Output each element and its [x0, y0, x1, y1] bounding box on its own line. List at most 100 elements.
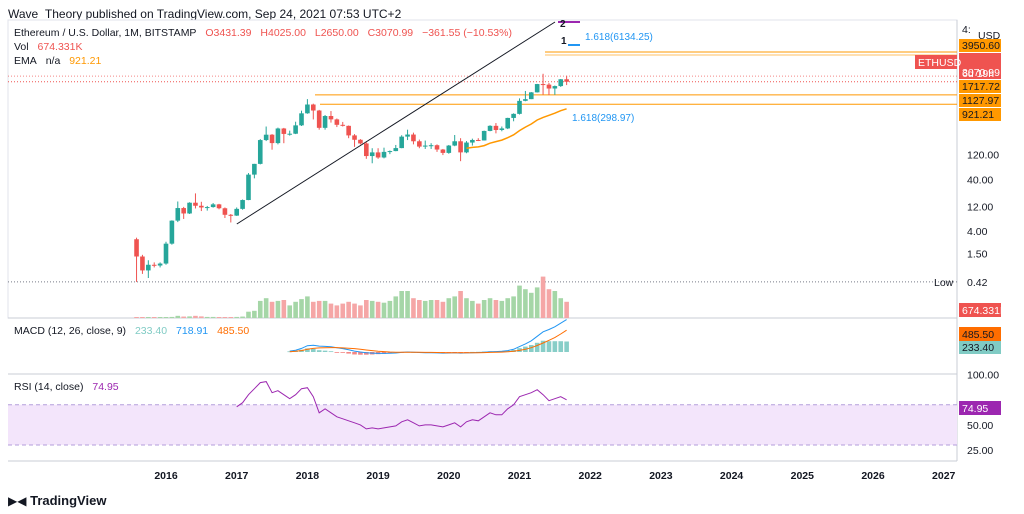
volume-bar — [216, 317, 222, 318]
candle-body — [328, 116, 334, 120]
candle-body — [358, 139, 363, 144]
candle-body — [210, 204, 216, 208]
volume-bar — [446, 298, 452, 318]
candle-body — [428, 145, 434, 147]
volume-bar — [428, 300, 434, 318]
time-axis-label: 2021 — [508, 470, 532, 482]
volume-bar — [222, 317, 228, 318]
rsi-band — [8, 404, 957, 445]
volume-bar — [434, 300, 440, 318]
volume-bar — [328, 303, 334, 318]
volume-bar — [305, 296, 310, 318]
candle-body — [263, 134, 269, 141]
publish-line: Wave_Theory published on TradingView.com… — [8, 7, 402, 21]
macd-histogram-bar — [316, 350, 322, 352]
volume-bar — [493, 300, 499, 318]
candle-body — [163, 243, 169, 264]
candle-body — [187, 202, 192, 214]
volume-bar — [293, 301, 298, 318]
level-tag-2-text: 1127.97 — [962, 95, 999, 107]
macd-signal-tag — [959, 327, 1001, 341]
tradingview-logo[interactable]: ▶◀ TradingView — [8, 493, 106, 508]
candle-body — [546, 84, 552, 89]
trend-line — [236, 21, 556, 225]
volume-bar — [528, 292, 534, 318]
macd-signal-value: 485.50 — [217, 325, 250, 337]
volume-bar — [487, 298, 493, 318]
symbol-title: Ethereum / U.S. Dollar, 1M, BITSTAMP — [14, 27, 197, 39]
volume-bar — [310, 301, 316, 318]
candle-body — [299, 113, 304, 126]
volume-bar — [263, 298, 269, 318]
candle-body — [140, 256, 145, 271]
macd-histogram-bar — [534, 342, 540, 352]
macd-hist-value: 233.40 — [134, 325, 168, 337]
time-axis-label: 2019 — [366, 470, 390, 482]
candle-body — [181, 208, 186, 214]
macd-histogram-bar — [387, 352, 393, 354]
legend-open: O3431.39 — [205, 27, 252, 39]
candle-body — [364, 143, 369, 157]
volume-bar — [393, 296, 399, 318]
candle-body — [369, 152, 375, 157]
candle-body — [511, 113, 516, 118]
rsi-axis-tick: 50.00 — [967, 420, 993, 432]
macd-signal-line — [289, 329, 567, 354]
candle-body — [381, 151, 387, 158]
macd-histogram-bar — [310, 348, 316, 352]
macd-histogram-bar — [305, 348, 310, 352]
price-axis-tick: 40.00 — [967, 174, 993, 186]
volume-bar — [334, 305, 340, 318]
candle-body — [146, 264, 151, 271]
candle-body — [334, 119, 340, 125]
candle-body — [204, 207, 210, 209]
fib-label-2: 1.618(298.97) — [572, 113, 634, 124]
tradingview-logo-text: TradingView — [30, 493, 107, 508]
macd-histogram-bar — [364, 352, 369, 355]
candle-body — [269, 134, 275, 144]
price-tag-top-text: 3950.60 — [962, 40, 1000, 52]
rsi-axis-tick: 100.00 — [967, 370, 999, 382]
rsi-value: 74.95 — [92, 381, 119, 393]
candle-body — [257, 140, 263, 164]
candle-body — [458, 141, 463, 153]
volume-bar — [210, 316, 216, 318]
candle-body — [481, 130, 487, 141]
ema-value: 921.21 — [69, 55, 102, 67]
candle-body — [405, 134, 410, 137]
candle-body — [411, 134, 416, 142]
time-axis-label: 2016 — [154, 470, 178, 482]
volume-bar — [169, 316, 175, 318]
candle-body — [446, 145, 452, 153]
volume-tag — [959, 303, 1001, 317]
rsi-line — [236, 381, 567, 430]
volume-bar — [422, 300, 428, 318]
symbol-tag-text: ETHUSD — [918, 57, 962, 69]
low-label: Low — [934, 277, 954, 289]
volume-bar — [269, 301, 275, 318]
macd-histogram-bar — [552, 341, 558, 352]
volume-bar — [204, 316, 210, 318]
volume-bar — [257, 300, 263, 318]
macd-line-value: 718.91 — [176, 325, 209, 337]
macd-histogram-bar — [546, 341, 552, 352]
vol-label: Vol — [14, 41, 29, 53]
time-axis-label: 2025 — [791, 470, 815, 482]
volume-bar — [134, 317, 139, 318]
wave-marker-1: 1 — [561, 36, 567, 47]
macd-hist-tag-text: 233.40 — [962, 342, 994, 354]
macd-histogram-bar — [322, 350, 328, 352]
volume-bar — [193, 315, 198, 318]
macd-histogram-bar — [358, 352, 363, 355]
candle-body — [246, 174, 251, 201]
rsi-tag — [959, 401, 1001, 415]
candle-body — [523, 99, 528, 101]
candle-body — [228, 214, 234, 216]
candle-body — [293, 125, 298, 134]
volume-bar — [299, 299, 304, 318]
volume-bar — [417, 300, 422, 318]
candle-body — [417, 141, 422, 147]
ema-line — [466, 108, 567, 149]
last-price-tag-text: 3070.99 — [962, 67, 1000, 79]
